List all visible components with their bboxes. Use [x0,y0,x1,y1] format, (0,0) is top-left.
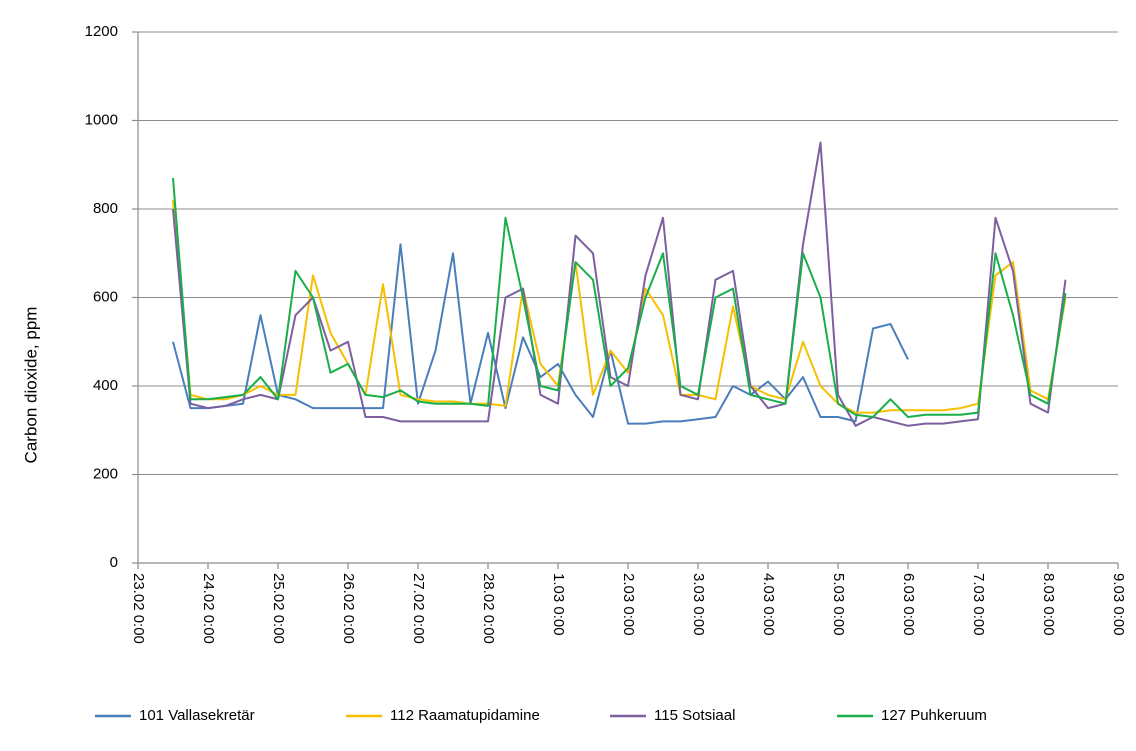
plot-lines [172,141,1067,427]
x-tick-label: 7.03 0:00 [970,573,987,636]
legend: 101 Vallasekretär 112 Raamatupidamine 115 … [95,707,987,724]
x-tick-label: 27.02 0:00 [410,573,427,644]
y-tick-label: 1000 [85,111,118,128]
y-tick-label: 800 [93,200,118,217]
legend-label: 112 Raamatupidamine [390,707,540,724]
y-tick-label: 0 [110,554,118,571]
legend-label: 115 Sotsiaal [654,707,735,724]
series-line [172,243,909,425]
x-tick-label: 3.03 0:00 [690,573,707,636]
grid [138,31,1118,475]
legend-label: 101 Vallasekretär [139,707,255,724]
legend-label: 127 Puhkeruum [881,707,987,724]
series-line [172,177,1067,418]
x-tick-label: 5.03 0:00 [830,573,847,636]
series-line [172,141,1067,427]
x-tick-label: 9.03 0:00 [1110,573,1127,636]
y-tick-label: 1200 [85,23,118,40]
axes: 0 200 400 600 800 1000 1200 23.02 0:00 24.02 0:0… [85,23,1127,644]
x-tick-label: 4.03 0:00 [760,573,777,636]
x-tick-label: 23.02 0:00 [130,573,147,644]
series-line [172,200,1067,414]
y-tick-label: 600 [93,288,118,305]
x-tick-label: 26.02 0:00 [340,573,357,644]
y-tick-label: 200 [93,465,118,482]
x-tick-label: 8.03 0:00 [1040,573,1057,636]
x-tick-label: 24.02 0:00 [200,573,217,644]
x-tick-label: 25.02 0:00 [270,573,287,644]
x-tick-label: 2.03 0:00 [620,573,637,636]
x-tick-label: 28.02 0:00 [480,573,497,644]
y-axis-label: Carbon dioxide, ppm [21,307,40,464]
x-tick-label: 1.03 0:00 [550,573,567,636]
y-tick-label: 400 [93,377,118,394]
x-tick-label: 6.03 0:00 [900,573,917,636]
